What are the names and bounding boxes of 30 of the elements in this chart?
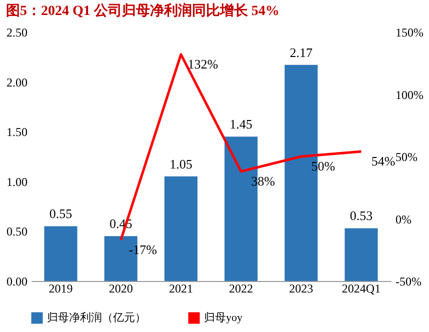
bar — [164, 176, 198, 281]
data-label: 2.17 — [290, 44, 314, 60]
data-label: 0.53 — [350, 208, 373, 224]
x-tick-label: 2022 — [229, 282, 254, 296]
data-label: 1.45 — [230, 116, 252, 132]
chart-title: 图5：2024 Q1 公司归母净利润同比增长 54% — [6, 2, 280, 19]
data-label: 54% — [371, 154, 396, 169]
x-tick-label: 2021 — [168, 282, 193, 296]
y-tick-label: 2.50 — [6, 26, 28, 40]
x-tick-label: 2020 — [108, 282, 133, 296]
data-label: 0.55 — [49, 206, 72, 222]
data-label: 132% — [188, 56, 218, 72]
y-tick-label: 2.00 — [6, 75, 28, 90]
y-tick-label: 0.00 — [6, 274, 28, 288]
y-tick-label: 1.00 — [6, 174, 28, 189]
y2-tick-label: -50% — [396, 274, 422, 288]
legend-label: 归母净利润（亿元） — [47, 311, 146, 324]
x-tick-label: 2019 — [48, 282, 73, 296]
bar — [44, 226, 78, 281]
y2-tick-label: 50% — [396, 150, 418, 164]
y2-tick-label: 100% — [396, 88, 424, 102]
bar — [344, 228, 378, 281]
y-tick-label: 0.50 — [6, 224, 28, 239]
y2-tick-label: 150% — [396, 26, 424, 40]
x-tick-label: 2023 — [289, 282, 314, 296]
y2-tick-label: 0% — [396, 212, 412, 226]
x-tick-label: 2024Q1 — [342, 282, 381, 296]
y-tick-label: 1.50 — [6, 125, 28, 140]
data-label: 1.05 — [170, 156, 192, 172]
legend-label: 归母yoy — [204, 311, 243, 324]
